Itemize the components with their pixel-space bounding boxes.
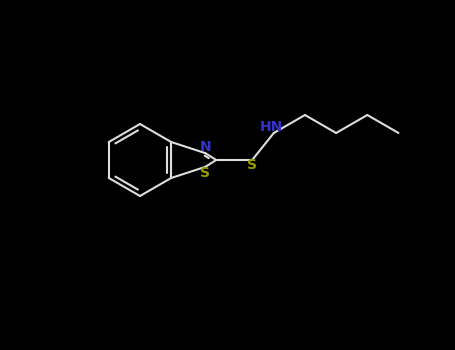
Text: S: S <box>247 158 257 172</box>
Text: S: S <box>200 166 210 180</box>
Text: HN: HN <box>260 120 283 134</box>
Text: N: N <box>200 140 211 154</box>
